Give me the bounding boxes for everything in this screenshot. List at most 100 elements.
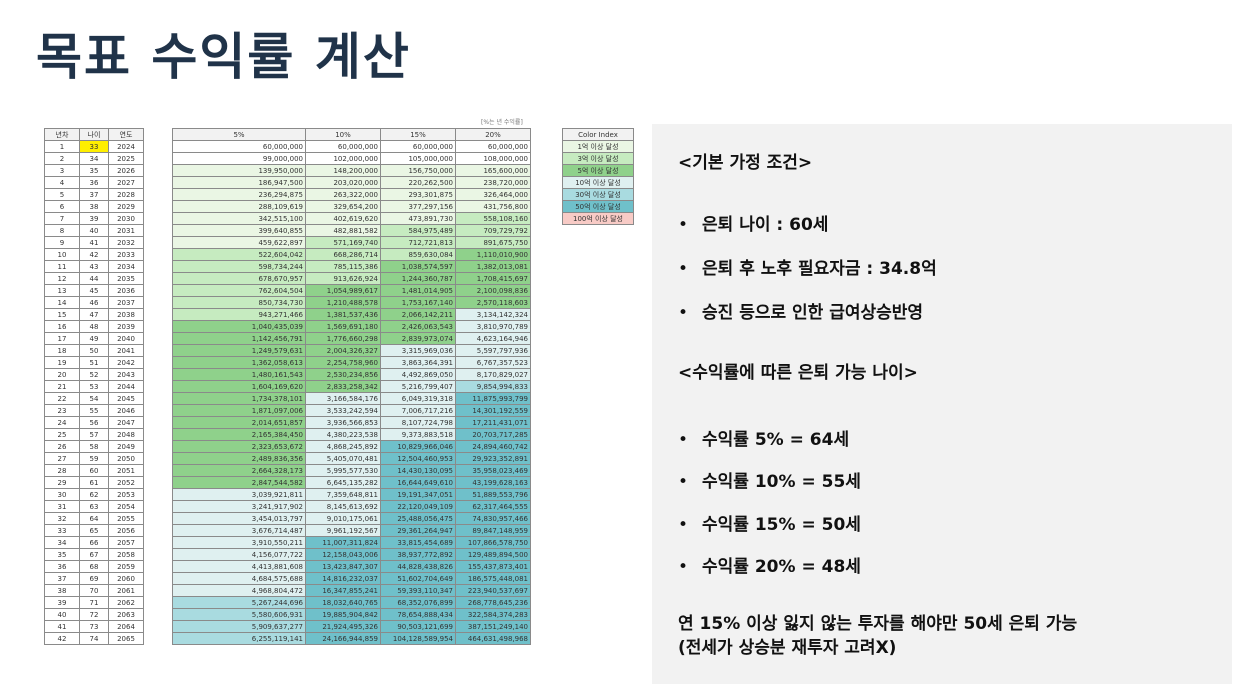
year-index-cell: 19 (44, 356, 80, 369)
year-cell: 2028 (108, 188, 144, 201)
balance-cell: 3,936,566,853 (305, 416, 381, 429)
balance-cell: 3,810,970,789 (455, 320, 531, 333)
header-rate-5: 5% (172, 128, 306, 141)
table-row: 60,000,000 60,000,000 60,000,000 60,000,000 (172, 140, 531, 153)
year-index-cell: 35 (44, 548, 80, 561)
balance-cell: 1,753,167,140 (380, 296, 456, 309)
year-cell: 2024 (108, 140, 144, 153)
table-row: 4,968,804,472 16,347,855,241 59,393,110,34… (172, 584, 531, 597)
age-cell: 49 (79, 332, 109, 345)
balance-cell: 2,254,758,960 (305, 356, 381, 369)
balance-cell: 5,995,577,530 (305, 464, 381, 477)
balance-cell: 14,816,232,037 (305, 572, 381, 585)
table-row: 459,622,897 571,169,740 712,721,813 891,675… (172, 236, 531, 249)
age-cell: 68 (79, 560, 109, 573)
table-row: 6,255,119,141 24,166,944,859 104,128,589,9… (172, 632, 531, 645)
assumption-text: 은퇴 후 노후 필요자금 : 34.8억 (702, 259, 937, 279)
table-row: 4,684,575,688 14,816,232,037 51,602,704,64… (172, 572, 531, 585)
table-row: 39 71 2062 (44, 596, 144, 609)
age-cell: 45 (79, 284, 109, 297)
balance-cell: 3,454,013,797 (172, 512, 306, 525)
balance-cell: 4,156,077,722 (172, 548, 306, 561)
year-cell: 2051 (108, 464, 144, 477)
table-row: 9 41 2032 (44, 236, 144, 249)
balance-cell: 148,200,000 (305, 164, 381, 177)
balance-cell: 12,504,460,953 (380, 452, 456, 465)
table-row: 37 69 2060 (44, 572, 144, 585)
year-cell: 2043 (108, 368, 144, 381)
age-cell: 58 (79, 440, 109, 453)
table-row: 8 40 2031 (44, 224, 144, 237)
balance-cell: 288,109,619 (172, 200, 306, 213)
assumption-item: • 은퇴 후 노후 필요자금 : 34.8억 (678, 254, 937, 279)
balance-cell: 236,294,875 (172, 188, 306, 201)
table-row: 34 66 2057 (44, 536, 144, 549)
balance-cell: 4,380,223,538 (305, 428, 381, 441)
year-index-cell: 14 (44, 296, 80, 309)
balance-cell: 9,373,883,518 (380, 428, 456, 441)
balance-cell: 402,619,620 (305, 212, 381, 225)
age-cell: 62 (79, 488, 109, 501)
balance-cell: 238,720,000 (455, 176, 531, 189)
balance-cell: 105,000,000 (380, 152, 456, 165)
year-index-cell: 24 (44, 416, 80, 429)
balance-cell: 24,894,460,742 (455, 440, 531, 453)
year-index-cell: 2 (44, 152, 80, 165)
balance-cell: 1,382,013,081 (455, 260, 531, 273)
balance-cell: 2,014,651,857 (172, 416, 306, 429)
table-row: 28 60 2051 (44, 464, 144, 477)
color-index-item: 5억 이상 달성 (562, 164, 634, 177)
balance-cell: 74,830,957,466 (455, 512, 531, 525)
year-cell: 2031 (108, 224, 144, 237)
assumptions-heading: <기본 가정 조건> (678, 153, 813, 173)
balance-cell: 51,602,704,649 (380, 572, 456, 585)
balance-cell: 16,644,649,610 (380, 476, 456, 489)
retirement-age-text: 수익률 20% = 48세 (702, 557, 861, 577)
color-index-item: 50억 이상 달성 (562, 200, 634, 213)
year-index-cell: 16 (44, 320, 80, 333)
balance-cell: 14,430,130,095 (380, 464, 456, 477)
color-index-row: 1억 이상 달성 (562, 140, 634, 153)
table-row: 4,156,077,722 12,158,043,006 38,937,772,89… (172, 548, 531, 561)
balance-cell: 1,362,058,613 (172, 356, 306, 369)
table-row: 522,604,042 668,286,714 859,630,084 1,110,0… (172, 248, 531, 261)
retirement-age-item: • 수익률 20% = 48세 (678, 552, 861, 577)
balance-cell: 108,000,000 (455, 152, 531, 165)
balance-cell: 8,170,829,027 (455, 368, 531, 381)
year-cell: 2061 (108, 584, 144, 597)
table-row: 1,142,456,791 1,776,660,298 2,839,973,074 4… (172, 332, 531, 345)
age-cell: 52 (79, 368, 109, 381)
color-index-table: Color Index 1억 이상 달성 3억 이상 달성 5억 이상 달성 1… (562, 128, 634, 225)
balance-cell: 44,828,438,826 (380, 560, 456, 573)
balance-cell: 5,216,799,407 (380, 380, 456, 393)
table-row: 12 44 2035 (44, 272, 144, 285)
balance-cell: 668,286,714 (305, 248, 381, 261)
balance-cell: 4,968,804,472 (172, 584, 306, 597)
year-cell: 2056 (108, 524, 144, 537)
balance-cell: 29,361,264,947 (380, 524, 456, 537)
age-cell: 34 (79, 152, 109, 165)
table-row: 5 37 2028 (44, 188, 144, 201)
age-cell: 50 (79, 344, 109, 357)
table-row: 22 54 2045 (44, 392, 144, 405)
bullet-icon: • (678, 557, 689, 577)
balance-cell: 326,464,000 (455, 188, 531, 201)
color-index-row: 10억 이상 달성 (562, 176, 634, 189)
year-index-cell: 32 (44, 512, 80, 525)
year-index-cell: 42 (44, 632, 80, 645)
table-row: 5,580,606,931 19,885,904,842 78,654,888,43… (172, 608, 531, 621)
year-cell: 2037 (108, 296, 144, 309)
balance-cell: 1,110,010,900 (455, 248, 531, 261)
table-row: 3,039,921,811 7,359,648,811 19,191,347,051… (172, 488, 531, 501)
rate-note: [%는 년 수익률] (481, 119, 523, 126)
age-cell: 43 (79, 260, 109, 273)
balance-cell: 10,829,966,046 (380, 440, 456, 453)
age-cell: 66 (79, 536, 109, 549)
bullet-icon: • (678, 259, 689, 279)
balance-cell: 8,145,613,692 (305, 500, 381, 513)
year-index-cell: 41 (44, 620, 80, 633)
year-cell: 2044 (108, 380, 144, 393)
year-cell: 2057 (108, 536, 144, 549)
balance-cell: 2,066,142,211 (380, 308, 456, 321)
balance-cell: 43,199,628,163 (455, 476, 531, 489)
